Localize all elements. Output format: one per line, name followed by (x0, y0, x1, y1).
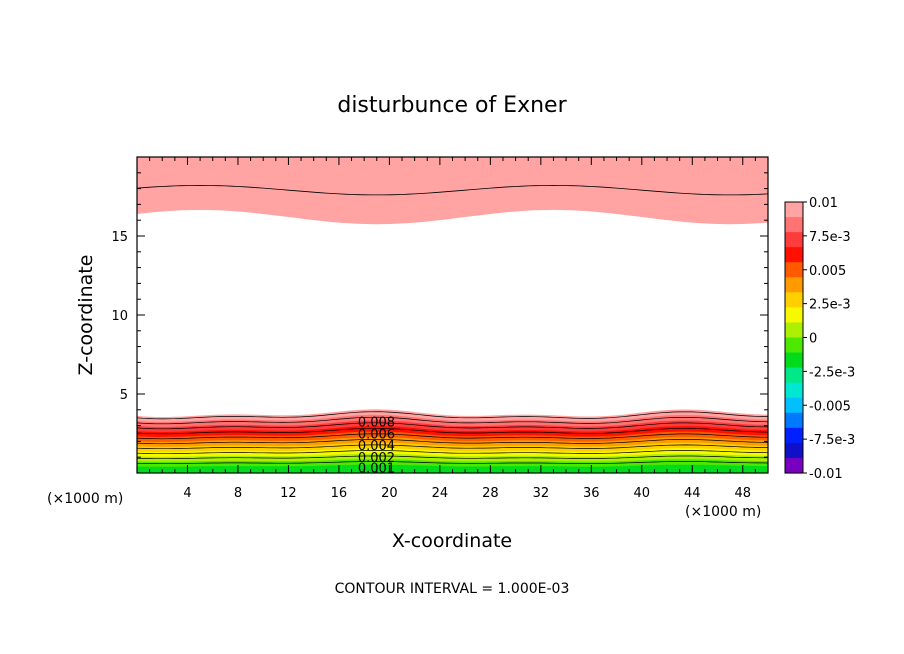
contour-line (137, 433, 768, 440)
contour-label: 0.006 (358, 427, 395, 442)
colorbar-swatch (785, 277, 803, 293)
x-tick-label: 36 (583, 486, 600, 501)
colorbar-swatch (785, 232, 803, 248)
contour-label: 0.002 (358, 451, 395, 466)
colorbar-swatch (785, 397, 803, 414)
colorbar-swatch (785, 352, 803, 369)
colorbar-label: -7.5e-3 (809, 433, 855, 448)
colorbar-label: 0 (809, 332, 817, 347)
contour-line (137, 461, 768, 465)
x-tick-label: 16 (331, 486, 348, 501)
colorbar-swatch (785, 322, 803, 339)
colorbar-label: 0.005 (809, 264, 846, 279)
colorbar-label: 0.01 (809, 196, 838, 211)
colorbar-label: 2.5e-3 (809, 298, 851, 313)
contour-line (137, 411, 768, 420)
colorbar-swatch (785, 202, 803, 218)
y-tick-label: 5 (120, 388, 128, 403)
contour-label: 0.004 (358, 439, 395, 454)
x-tick-label: 24 (432, 486, 449, 501)
x-axis-label: X-coordinate (392, 530, 512, 552)
x-tick-label: 20 (381, 486, 398, 501)
contour-line (137, 422, 768, 430)
colorbar-swatch (785, 412, 803, 429)
x-unit-right: (×1000 m) (685, 504, 761, 520)
contour-line (137, 416, 768, 425)
contour-line (137, 427, 768, 435)
colorbar-swatch (785, 292, 803, 308)
contour-line (137, 450, 768, 455)
x-tick-label: 4 (183, 486, 191, 501)
contour-line (137, 439, 768, 445)
x-tick-label: 28 (482, 486, 499, 501)
x-tick-label: 12 (280, 486, 297, 501)
colorbar-swatch (785, 307, 803, 324)
contour-interval-note: CONTOUR INTERVAL = 1.000E-03 (335, 581, 570, 597)
contour-line (137, 444, 768, 450)
colorbar-swatch (785, 442, 803, 459)
colorbar-swatch (785, 247, 803, 263)
colorbar-swatch (785, 262, 803, 278)
y-tick-label: 10 (111, 309, 128, 324)
colorbar-swatch (785, 217, 803, 233)
colorbar-label: -0.01 (809, 467, 843, 482)
colorbar-label: -2.5e-3 (809, 365, 855, 380)
contour-line (137, 455, 768, 460)
colorbar-swatch (785, 427, 803, 444)
x-tick-label: 44 (684, 486, 701, 501)
colorbar-label: -0.005 (809, 399, 851, 414)
colorbar-swatch (785, 382, 803, 399)
contour-line (137, 184, 768, 196)
x-tick-label: 48 (734, 486, 751, 501)
x-tick-label: 40 (634, 486, 651, 501)
fill-band (137, 157, 768, 225)
y-tick-label: 15 (111, 230, 128, 245)
contour-label: 0.008 (358, 415, 395, 430)
chart-title: disturbunce of Exner (337, 93, 567, 118)
y-axis-label: Z-coordinate (75, 255, 97, 376)
fill-band (137, 464, 768, 473)
colorbar: 0.01 7.5e-3 0.005 2.5e-3 0 -2.5e-3 -0.005 -7.5e… (784, 196, 855, 482)
colorbar-label: 7.5e-3 (809, 230, 851, 245)
colorbar-swatch (785, 367, 803, 384)
x-tick-label: 8 (234, 486, 242, 501)
x-unit-left: (×1000 m) (47, 491, 123, 507)
colorbar-swatch (785, 457, 803, 474)
colorbar-swatch (785, 337, 803, 354)
x-tick-label: 32 (533, 486, 550, 501)
